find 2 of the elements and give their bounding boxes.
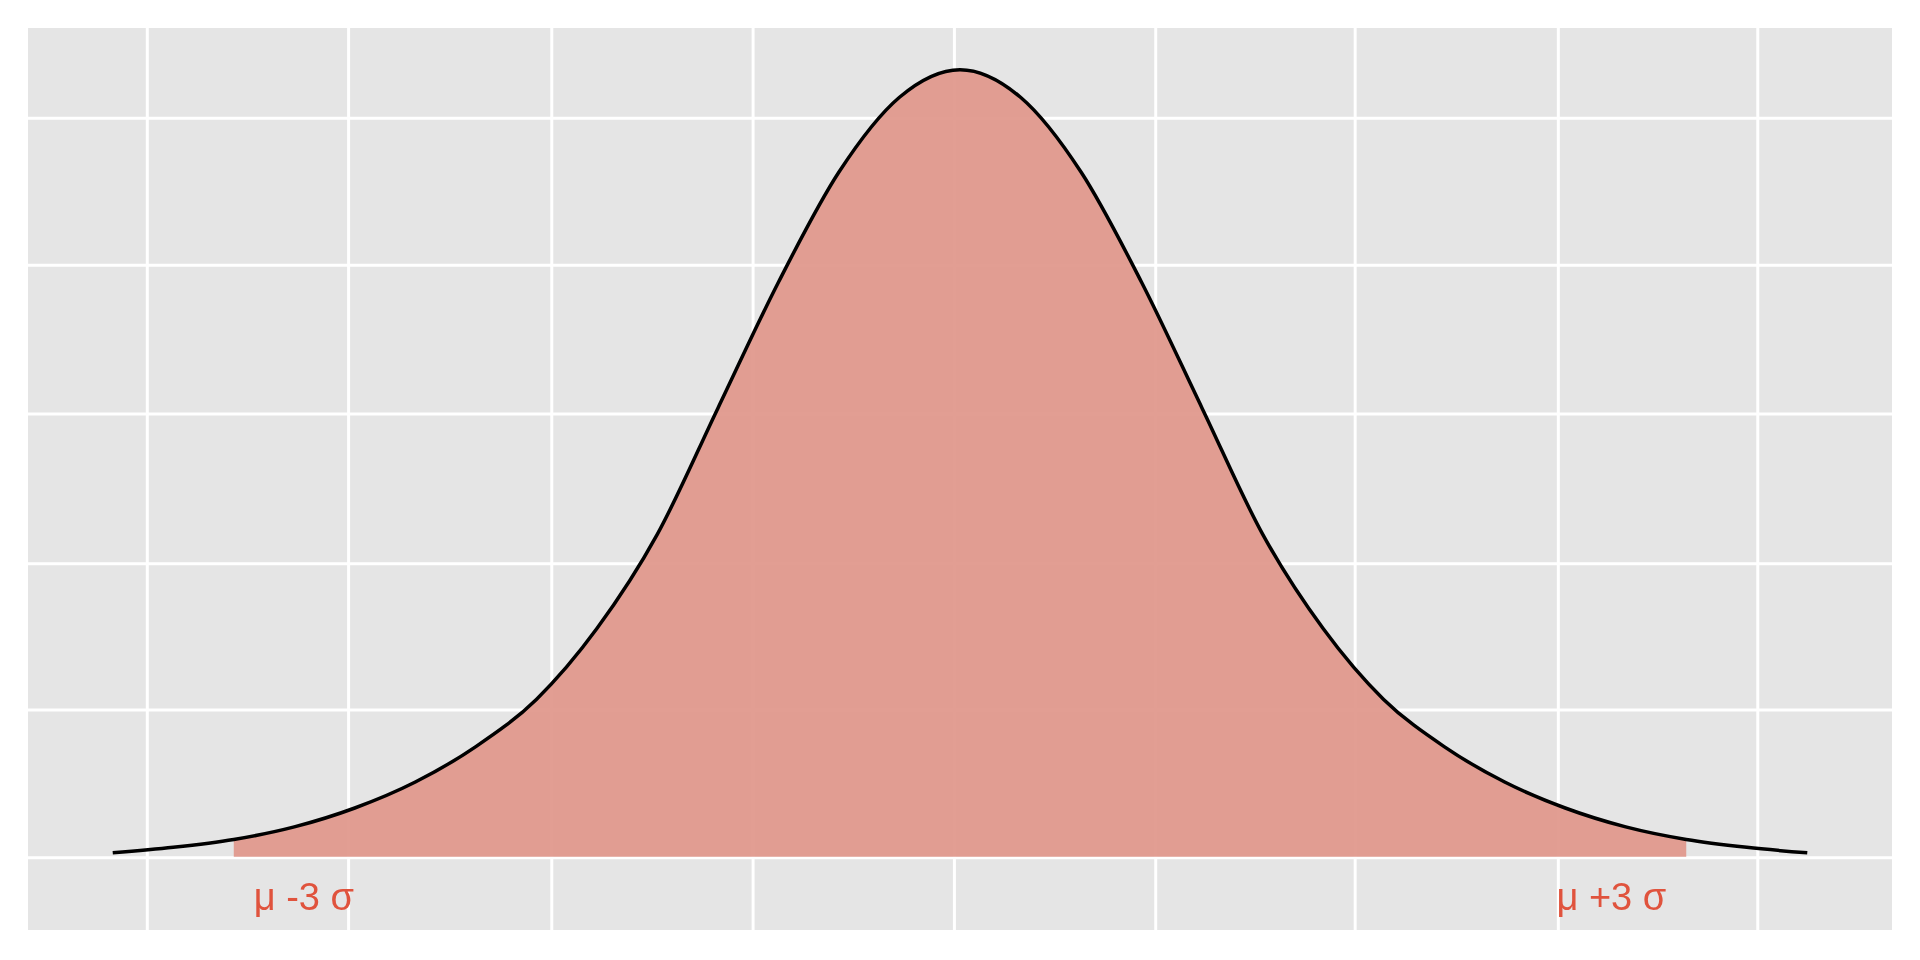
text: μ +3 σ [1556,875,1667,919]
text: μ -3 σ [253,875,355,919]
